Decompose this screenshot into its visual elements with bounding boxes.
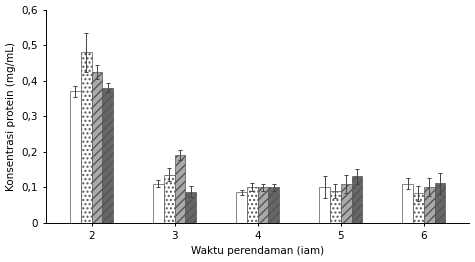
Bar — [330, 191, 341, 222]
Bar — [81, 52, 92, 222]
Bar — [164, 175, 175, 222]
Bar — [103, 88, 113, 222]
Bar — [319, 187, 330, 222]
Bar — [268, 187, 279, 222]
Bar — [236, 192, 247, 222]
Bar — [413, 193, 424, 222]
Bar — [70, 91, 81, 222]
Bar — [352, 176, 362, 222]
Bar — [92, 72, 103, 222]
Bar — [402, 183, 413, 222]
Bar — [341, 184, 352, 222]
Bar — [424, 187, 435, 222]
Bar — [435, 183, 446, 222]
Bar — [247, 187, 258, 222]
Y-axis label: Konsentrasi protein (mg/mL): Konsentrasi protein (mg/mL) — [6, 42, 16, 190]
Bar — [185, 192, 196, 222]
X-axis label: Waktu perendaman (iam): Waktu perendaman (iam) — [191, 247, 324, 256]
Bar — [258, 187, 268, 222]
Bar — [153, 183, 164, 222]
Bar — [175, 155, 185, 222]
